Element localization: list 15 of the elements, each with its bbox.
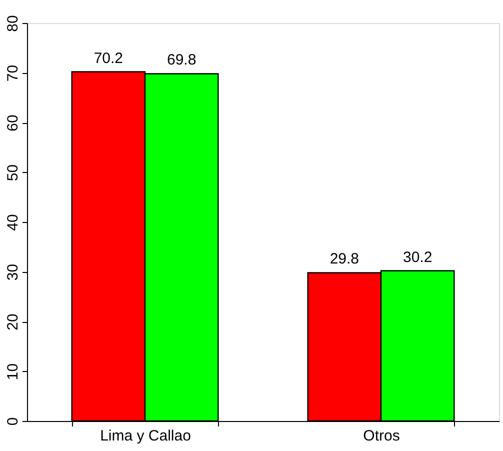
data-label: 29.8: [330, 250, 360, 268]
y-tick-label: 40: [4, 214, 22, 231]
y-tick-label: 30: [4, 264, 22, 281]
data-label: 70.2: [94, 50, 124, 67]
y-tick-label: 70: [4, 64, 22, 82]
y-tick-label: 60: [4, 114, 22, 132]
x-tick-label: Otros: [363, 428, 400, 444]
data-label: 30.2: [402, 248, 432, 266]
y-tick-label: 0: [4, 417, 22, 426]
y-tick-label: 10: [4, 363, 22, 380]
y-tick-label: 50: [4, 164, 22, 182]
y-tick-label: 20: [4, 314, 22, 330]
data-label: 69.8: [166, 52, 196, 69]
x-tick-label: Lima y Callao: [100, 428, 191, 444]
y-tick-label: 80: [4, 15, 22, 32]
